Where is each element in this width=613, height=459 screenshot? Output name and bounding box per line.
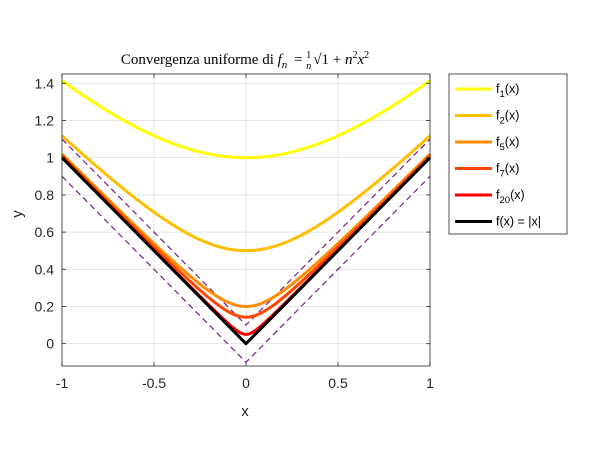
y-tick-label: 1.2	[35, 112, 55, 128]
y-axis-ticks: 0 0.2 0.4 0.6 0.8 1 1.2 1.4	[35, 75, 430, 352]
series-line-1	[61, 79, 431, 160]
y-tick-label: 0.6	[35, 224, 55, 240]
y-tick-label: 0.8	[35, 187, 55, 203]
x-tick-label: -1	[56, 375, 69, 391]
series-group	[60, 79, 432, 346]
y-axis-label: y	[9, 210, 26, 218]
x-tick-label: -0.5	[142, 375, 166, 391]
y-tick-label: 0.4	[35, 261, 55, 277]
y-tick-label: 1	[46, 150, 54, 166]
legend-label-3: f5(x)	[496, 135, 519, 153]
legend-label-4: f7(x)	[496, 162, 519, 180]
y-tick-label: 1.4	[35, 75, 55, 91]
upper-bound-line	[61, 138, 431, 327]
x-tick-label: 1	[426, 375, 434, 391]
y-tick-label: 0	[46, 336, 54, 352]
legend-box	[448, 73, 568, 235]
series-line-3	[60, 152, 432, 308]
x-axis-label: x	[241, 403, 249, 420]
legend-label-5: f20(x)	[496, 188, 525, 206]
legend: f1(x) f2(x) f5(x) f7(x) f20(x) f(x) = |x|	[448, 73, 568, 235]
legend-label-2: f2(x)	[496, 109, 519, 127]
series-line-6	[60, 156, 432, 346]
x-tick-label: 0.5	[328, 375, 348, 391]
legend-label-6: f(x) = |x|	[496, 215, 541, 229]
x-axis-ticks: -1 -0.5 0 0.5 1	[56, 74, 434, 391]
x-tick-label: 0	[242, 375, 250, 391]
chart-title: Convergenza uniforme di fn = 1 n √1 + n2x2	[121, 50, 369, 72]
series-line-4	[60, 154, 432, 319]
y-tick-label: 0.2	[35, 298, 55, 314]
legend-label-1: f1(x)	[496, 82, 519, 100]
series-line-2	[60, 134, 432, 253]
